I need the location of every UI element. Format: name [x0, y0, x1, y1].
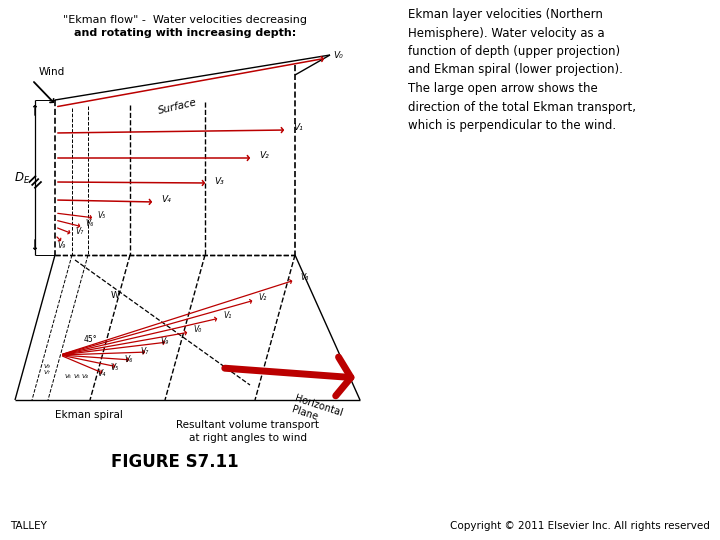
Text: V₆: V₆: [65, 375, 72, 380]
Text: V₄: V₄: [161, 195, 171, 205]
Text: V₁: V₁: [223, 310, 231, 320]
Text: Ekman layer velocities (Northern
Hemisphere). Water velocity as a
function of de: Ekman layer velocities (Northern Hemisph…: [408, 8, 636, 132]
Text: TALLEY: TALLEY: [10, 521, 47, 531]
Text: FIGURE S7.11: FIGURE S7.11: [111, 453, 239, 471]
Text: V₀: V₀: [333, 51, 343, 59]
Text: Ekman spiral: Ekman spiral: [55, 410, 123, 420]
Text: and rotating with increasing depth:: and rotating with increasing depth:: [74, 28, 296, 38]
Text: V₉: V₉: [43, 364, 50, 369]
Text: V₂: V₂: [259, 152, 269, 160]
Text: V₉: V₉: [160, 338, 168, 347]
Text: W: W: [111, 291, 120, 300]
Text: Copyright © 2011 Elsevier Inc. All rights reserved: Copyright © 2011 Elsevier Inc. All right…: [450, 521, 710, 531]
Text: Surface: Surface: [158, 98, 199, 116]
Text: V₅: V₅: [97, 211, 105, 219]
Text: V₄: V₄: [82, 375, 89, 380]
Text: V₉: V₉: [57, 240, 66, 249]
Text: V₃: V₃: [300, 273, 308, 282]
Text: V₄: V₄: [97, 369, 105, 379]
Text: V₆: V₆: [124, 355, 132, 364]
Text: Wind: Wind: [39, 67, 65, 77]
Text: V₀: V₀: [193, 325, 202, 334]
Text: V₁: V₁: [293, 124, 302, 132]
Text: "Ekman flow" -  Water velocities decreasing: "Ekman flow" - Water velocities decreasi…: [63, 15, 307, 25]
Text: V₇: V₇: [140, 348, 148, 356]
Text: V₇: V₇: [75, 226, 84, 235]
Text: Resultant volume transport
at right angles to wind: Resultant volume transport at right angl…: [176, 420, 320, 443]
Text: V₅: V₅: [74, 375, 81, 380]
Text: V₇: V₇: [43, 370, 50, 375]
Text: V₅: V₅: [110, 362, 118, 372]
Text: V₃: V₃: [214, 177, 224, 186]
Text: Horizontal
Plane: Horizontal Plane: [290, 393, 344, 430]
Text: $D_E$: $D_E$: [14, 171, 30, 186]
Text: V₆: V₆: [85, 219, 94, 228]
Text: V₂: V₂: [258, 294, 266, 302]
Text: 45°: 45°: [84, 335, 96, 345]
